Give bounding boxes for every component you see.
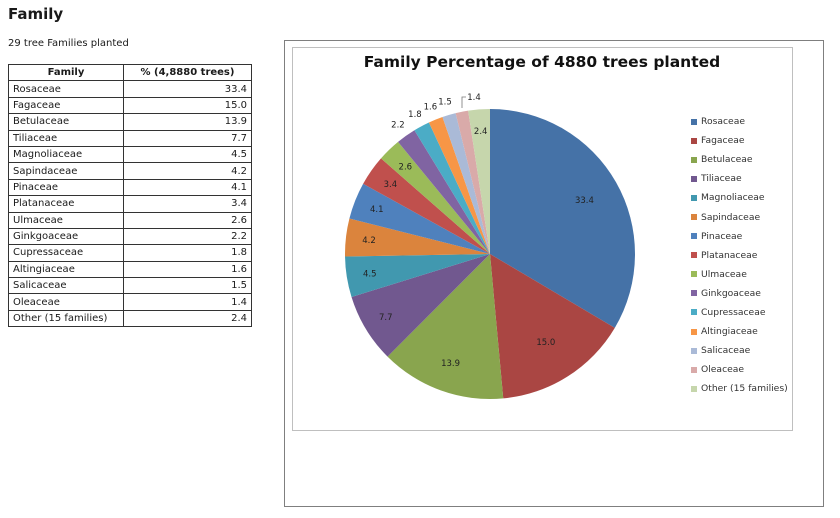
legend-label: Altingiaceae [701, 326, 758, 338]
slice-data-label: 1.4 [467, 93, 481, 103]
pie-slice [349, 183, 490, 254]
legend-swatch-icon [691, 366, 697, 373]
legend-label: Cupressaceae [701, 306, 766, 318]
pie-slice [398, 130, 490, 254]
slice-data-label: 13.9 [441, 359, 460, 369]
legend-swatch-icon [691, 290, 697, 297]
pie-slice [490, 109, 635, 328]
legend-label: Pinaceae [701, 230, 743, 242]
legend-label: Magnoliaceae [701, 192, 765, 204]
page-title: Family [8, 5, 64, 23]
pie-slice [351, 254, 490, 357]
legend-item: Ulmaceae [691, 265, 788, 284]
pie-slice [345, 218, 490, 257]
legend-item: Platanaceae [691, 246, 788, 265]
legend-item: Other (15 families) [691, 379, 788, 398]
legend-item: Magnoliaceae [691, 188, 788, 207]
legend-item: Fagaceae [691, 131, 788, 150]
legend-swatch-icon [691, 233, 697, 240]
table-row: Magnoliaceae 4.5 [8, 145, 252, 164]
pie-slice [455, 110, 490, 254]
legend-swatch-icon [691, 137, 697, 144]
legend-item: Pinaceae [691, 227, 788, 246]
legend-label: Tiliaceae [701, 173, 742, 185]
legend-item: Betulaceae [691, 150, 788, 169]
pie-slice [468, 109, 490, 254]
legend-swatch-icon [691, 156, 697, 163]
legend-swatch-icon [691, 118, 697, 125]
family-percent-cell: 2.4 [123, 309, 252, 328]
legend-label: Ulmaceae [701, 268, 747, 280]
legend-label: Ginkgoaceae [701, 287, 761, 299]
legend-swatch-icon [691, 328, 697, 335]
legend-swatch-icon [691, 347, 697, 354]
legend-label: Rosaceae [701, 116, 745, 128]
family-percentage-table: Family % (4,8880 trees) Rosaceae 33.4 Faga… [8, 63, 252, 328]
slice-data-label: 2.6 [399, 162, 413, 172]
legend-item: Tiliaceae [691, 169, 788, 188]
legend-label: Betulaceae [701, 154, 753, 166]
legend-label: Other (15 families) [701, 383, 788, 395]
pie-slice [442, 113, 490, 255]
table-row: Salicaceae 1.5 [8, 277, 252, 295]
legend-swatch-icon [691, 214, 697, 221]
slice-data-label: 4.5 [363, 269, 377, 279]
chart-legend: Rosaceae Fagaceae Betulaceae Tiliaceae Magno… [691, 112, 788, 398]
slice-data-label: 2.2 [391, 120, 405, 130]
legend-item: Cupressaceae [691, 303, 788, 322]
pie-slice [490, 254, 615, 399]
pie-slice [380, 141, 490, 254]
slice-data-label: 1.5 [438, 97, 452, 107]
legend-swatch-icon [691, 385, 697, 392]
legend-label: Salicaceae [701, 345, 751, 357]
slice-data-label: 7.7 [379, 313, 393, 323]
slice-data-label: 3.4 [384, 180, 398, 190]
pie-slice [428, 117, 490, 254]
slice-data-label: 15.0 [536, 338, 555, 348]
legend-item: Oleaceae [691, 360, 788, 379]
pie-slice [363, 158, 490, 254]
legend-item: Sapindaceae [691, 207, 788, 226]
table-row: Sapindaceae 4.2 [8, 162, 252, 180]
legend-swatch-icon [691, 194, 697, 201]
table-row: Other (15 families) 2.4 [8, 309, 252, 328]
table-row: Fagaceae 15.0 [8, 96, 252, 115]
legend-swatch-icon [691, 175, 697, 182]
chart-title: Family Percentage of 4880 trees planted [363, 53, 721, 71]
slice-data-label: 2.4 [474, 127, 488, 137]
legend-item: Altingiaceae [691, 322, 788, 341]
pie-slice [414, 122, 490, 255]
legend-swatch-icon [691, 309, 697, 316]
family-name-cell: Other (15 families) [8, 309, 124, 328]
pie-slice [387, 254, 504, 399]
leader-line [461, 96, 466, 108]
table-row: Cupressaceae 1.8 [8, 244, 252, 262]
legend-label: Platanaceae [701, 249, 758, 261]
legend-swatch-icon [691, 252, 697, 259]
pie-slice [345, 254, 490, 297]
table-row: Ginkgoaceae 2.2 [8, 227, 252, 246]
legend-label: Oleaceae [701, 364, 745, 376]
slice-data-label: 4.2 [362, 236, 376, 246]
slice-data-label: 33.4 [575, 196, 594, 206]
legend-label: Sapindaceae [701, 211, 761, 223]
legend-item: Salicaceae [691, 341, 788, 360]
slice-data-label: 1.8 [408, 110, 422, 120]
legend-item: Rosaceae [691, 112, 788, 131]
slice-data-label: 4.1 [370, 205, 384, 215]
families-count-text: 29 tree Families planted [8, 38, 129, 49]
legend-label: Fagaceae [701, 135, 745, 147]
slice-data-label: 1.6 [424, 103, 438, 113]
legend-swatch-icon [691, 271, 697, 278]
legend-item: Ginkgoaceae [691, 284, 788, 303]
table-row: Ulmaceae 2.6 [8, 211, 252, 229]
